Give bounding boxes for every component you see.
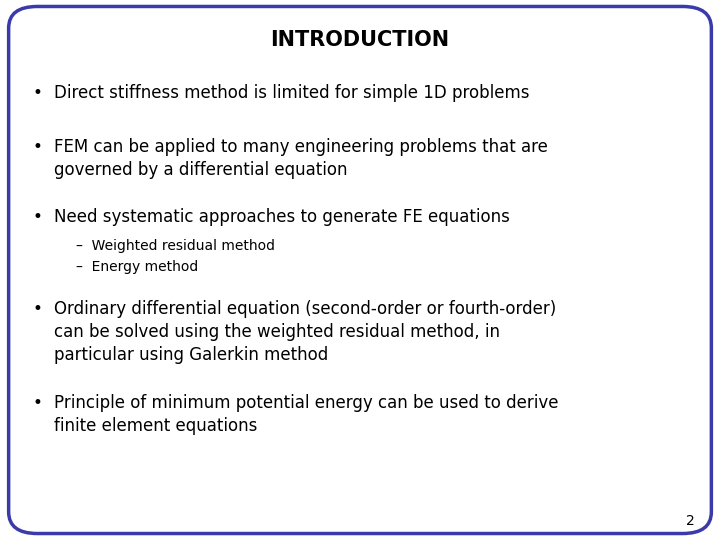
- Text: •: •: [32, 300, 42, 318]
- Text: •: •: [32, 208, 42, 226]
- Text: Ordinary differential equation (second-order or fourth-order)
can be solved usin: Ordinary differential equation (second-o…: [54, 300, 557, 363]
- Text: •: •: [32, 394, 42, 412]
- Text: Direct stiffness method is limited for simple 1D problems: Direct stiffness method is limited for s…: [54, 84, 529, 102]
- Text: Need systematic approaches to generate FE equations: Need systematic approaches to generate F…: [54, 208, 510, 226]
- Text: –  Weighted residual method: – Weighted residual method: [76, 239, 274, 253]
- Text: FEM can be applied to many engineering problems that are
governed by a different: FEM can be applied to many engineering p…: [54, 138, 548, 179]
- Text: •: •: [32, 138, 42, 156]
- FancyBboxPatch shape: [9, 6, 711, 534]
- Text: INTRODUCTION: INTRODUCTION: [271, 30, 449, 51]
- Text: –  Energy method: – Energy method: [76, 260, 198, 274]
- Text: •: •: [32, 84, 42, 102]
- Text: Principle of minimum potential energy can be used to derive
finite element equat: Principle of minimum potential energy ca…: [54, 394, 559, 435]
- Text: 2: 2: [686, 514, 695, 528]
